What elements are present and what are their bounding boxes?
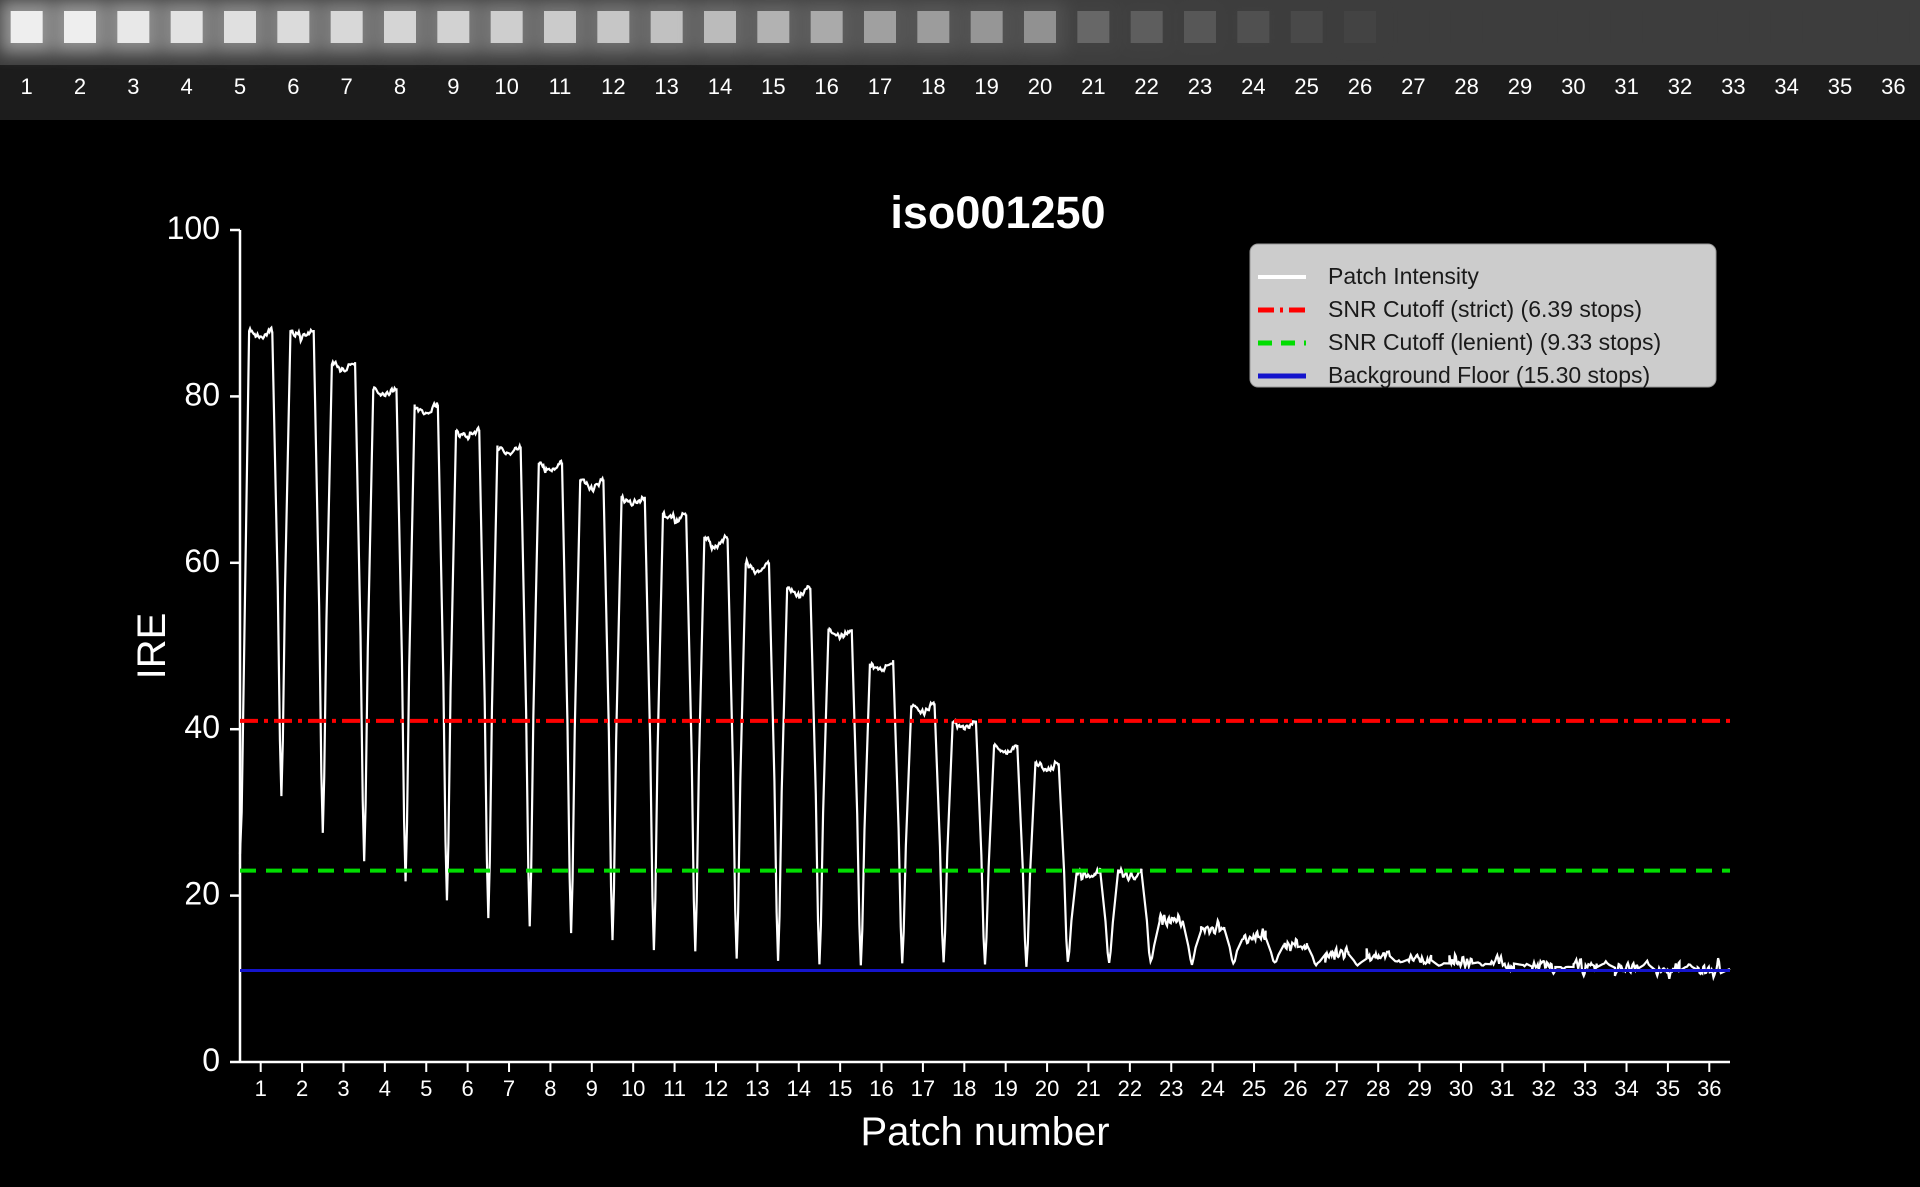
svg-text:12: 12 xyxy=(601,74,625,99)
svg-text:11: 11 xyxy=(549,74,572,99)
svg-text:7: 7 xyxy=(503,1076,515,1101)
svg-text:5: 5 xyxy=(234,74,246,99)
svg-text:20: 20 xyxy=(1035,1076,1059,1101)
svg-text:10: 10 xyxy=(494,74,518,99)
svg-text:IRE: IRE xyxy=(130,613,174,680)
svg-text:3: 3 xyxy=(337,1076,349,1101)
svg-text:16: 16 xyxy=(869,1076,893,1101)
svg-text:18: 18 xyxy=(921,74,945,99)
svg-text:35: 35 xyxy=(1656,1076,1680,1101)
svg-text:24: 24 xyxy=(1200,1076,1224,1101)
svg-text:2: 2 xyxy=(74,74,86,99)
svg-text:15: 15 xyxy=(828,1076,852,1101)
svg-text:31: 31 xyxy=(1490,1076,1514,1101)
svg-text:28: 28 xyxy=(1366,1076,1390,1101)
svg-text:iso001250: iso001250 xyxy=(890,187,1105,238)
svg-text:14: 14 xyxy=(708,74,732,99)
svg-text:27: 27 xyxy=(1325,1076,1349,1101)
svg-text:23: 23 xyxy=(1159,1076,1183,1101)
svg-text:1: 1 xyxy=(255,1076,267,1101)
svg-text:25: 25 xyxy=(1242,1076,1266,1101)
svg-text:13: 13 xyxy=(654,74,678,99)
svg-text:3: 3 xyxy=(127,74,139,99)
svg-text:2: 2 xyxy=(296,1076,308,1101)
svg-text:100: 100 xyxy=(167,210,220,246)
svg-text:Background Floor (15.30 stops): Background Floor (15.30 stops) xyxy=(1328,362,1650,388)
svg-text:34: 34 xyxy=(1614,1076,1638,1101)
svg-text:36: 36 xyxy=(1881,74,1905,99)
svg-text:20: 20 xyxy=(1028,74,1052,99)
svg-text:33: 33 xyxy=(1573,1076,1597,1101)
svg-text:19: 19 xyxy=(993,1076,1017,1101)
svg-text:34: 34 xyxy=(1774,74,1798,99)
svg-text:33: 33 xyxy=(1721,74,1745,99)
svg-text:4: 4 xyxy=(181,74,193,99)
svg-text:10: 10 xyxy=(621,1076,645,1101)
svg-text:19: 19 xyxy=(974,74,998,99)
svg-text:27: 27 xyxy=(1401,74,1425,99)
svg-text:SNR Cutoff (strict) (6.39 stop: SNR Cutoff (strict) (6.39 stops) xyxy=(1328,296,1642,322)
svg-text:29: 29 xyxy=(1508,74,1532,99)
svg-text:30: 30 xyxy=(1561,74,1585,99)
svg-text:9: 9 xyxy=(586,1076,598,1101)
svg-text:17: 17 xyxy=(868,74,892,99)
svg-text:0: 0 xyxy=(202,1042,220,1078)
svg-text:4: 4 xyxy=(379,1076,391,1101)
svg-text:8: 8 xyxy=(394,74,406,99)
svg-text:8: 8 xyxy=(544,1076,556,1101)
svg-text:20: 20 xyxy=(184,876,220,912)
svg-text:6: 6 xyxy=(287,74,299,99)
svg-text:24: 24 xyxy=(1241,74,1265,99)
svg-text:16: 16 xyxy=(814,74,838,99)
svg-text:21: 21 xyxy=(1081,74,1105,99)
svg-text:SNR Cutoff (lenient) (9.33 sto: SNR Cutoff (lenient) (9.33 stops) xyxy=(1328,329,1661,355)
svg-text:11: 11 xyxy=(663,1076,686,1101)
svg-text:22: 22 xyxy=(1118,1076,1142,1101)
svg-text:80: 80 xyxy=(184,376,220,412)
svg-text:Patch number: Patch number xyxy=(860,1110,1109,1154)
svg-text:6: 6 xyxy=(462,1076,474,1101)
svg-text:9: 9 xyxy=(447,74,459,99)
svg-text:7: 7 xyxy=(341,74,353,99)
svg-text:23: 23 xyxy=(1188,74,1212,99)
svg-text:Patch Intensity: Patch Intensity xyxy=(1328,263,1479,289)
svg-text:60: 60 xyxy=(184,543,220,579)
svg-text:35: 35 xyxy=(1828,74,1852,99)
svg-text:25: 25 xyxy=(1294,74,1318,99)
svg-text:32: 32 xyxy=(1532,1076,1556,1101)
svg-text:5: 5 xyxy=(420,1076,432,1101)
svg-text:26: 26 xyxy=(1348,74,1372,99)
svg-text:36: 36 xyxy=(1697,1076,1721,1101)
svg-text:17: 17 xyxy=(911,1076,935,1101)
svg-text:21: 21 xyxy=(1076,1076,1100,1101)
svg-text:26: 26 xyxy=(1283,1076,1307,1101)
svg-text:32: 32 xyxy=(1668,74,1692,99)
svg-text:14: 14 xyxy=(787,1076,811,1101)
svg-text:13: 13 xyxy=(745,1076,769,1101)
svg-text:22: 22 xyxy=(1134,74,1158,99)
svg-text:1: 1 xyxy=(21,74,33,99)
svg-text:31: 31 xyxy=(1614,74,1638,99)
svg-text:30: 30 xyxy=(1449,1076,1473,1101)
svg-text:18: 18 xyxy=(952,1076,976,1101)
svg-text:28: 28 xyxy=(1454,74,1478,99)
svg-text:29: 29 xyxy=(1407,1076,1431,1101)
svg-text:40: 40 xyxy=(184,709,220,745)
svg-text:15: 15 xyxy=(761,74,785,99)
svg-text:12: 12 xyxy=(704,1076,728,1101)
